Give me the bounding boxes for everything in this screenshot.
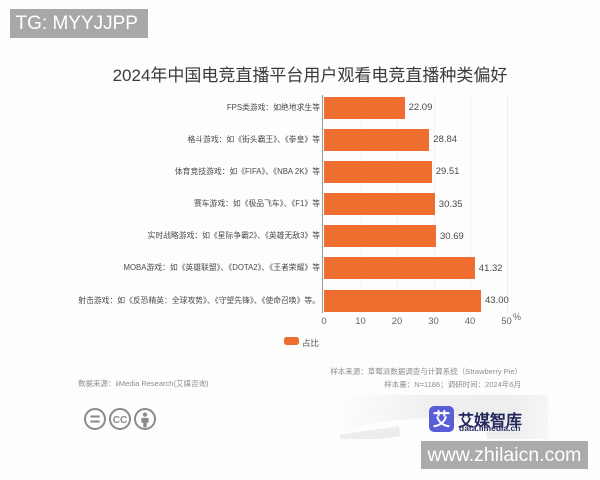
svg-text:艾: 艾	[433, 410, 451, 430]
svg-text:CC: CC	[113, 415, 127, 426]
